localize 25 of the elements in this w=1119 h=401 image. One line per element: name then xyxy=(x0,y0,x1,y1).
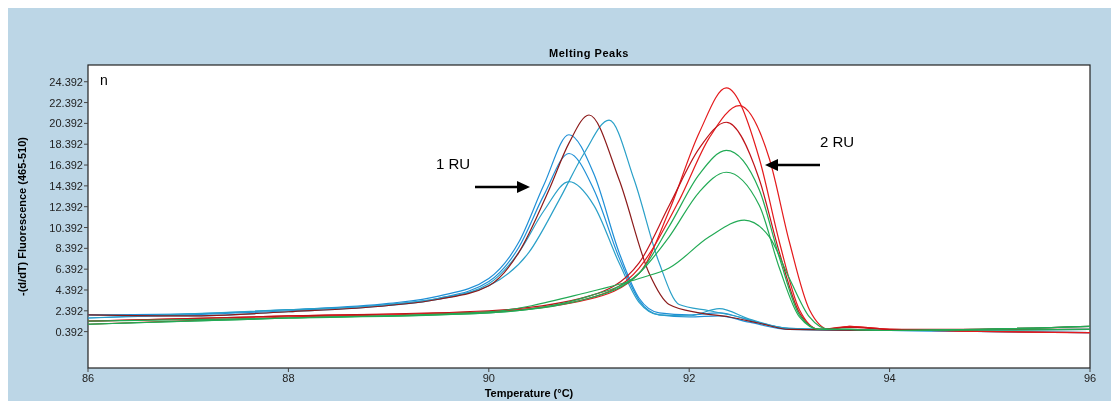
y-tick-label: 14.392 xyxy=(49,179,83,192)
x-tick-label: 92 xyxy=(683,372,696,384)
x-tick-label: 90 xyxy=(482,372,495,384)
y-tick-label: 6.392 xyxy=(55,263,83,276)
x-tick-label: 88 xyxy=(282,372,295,384)
y-tick-label: 16.392 xyxy=(49,159,83,172)
y-tick-label: 18.392 xyxy=(49,138,83,151)
x-axis-title: Temperature (°C) xyxy=(484,387,574,399)
y-tick-label: 8.392 xyxy=(55,242,83,255)
x-tick-label: 96 xyxy=(1083,372,1097,384)
x-tick-label: 94 xyxy=(883,372,896,384)
y-tick-label: 0.392 xyxy=(55,325,83,338)
x-tick-label: 86 xyxy=(81,372,95,384)
y-tick-label: 24.392 xyxy=(49,75,83,88)
annotation: 2 RU xyxy=(820,133,855,150)
y-tick-label: 10.392 xyxy=(49,221,83,234)
y-tick-label: 20.392 xyxy=(49,117,83,130)
y-axis-title: -(d/dT) Fluorescence (465-510) xyxy=(16,136,28,296)
chart-title: Melting Peaks xyxy=(549,47,629,59)
annotation: n xyxy=(100,72,108,88)
y-tick-label: 22.392 xyxy=(49,96,83,109)
y-tick-label: 12.392 xyxy=(49,200,83,213)
y-tick-label: 2.392 xyxy=(55,304,83,317)
y-tick-label: 4.392 xyxy=(55,283,83,296)
annotation: 1 RU xyxy=(435,155,471,172)
